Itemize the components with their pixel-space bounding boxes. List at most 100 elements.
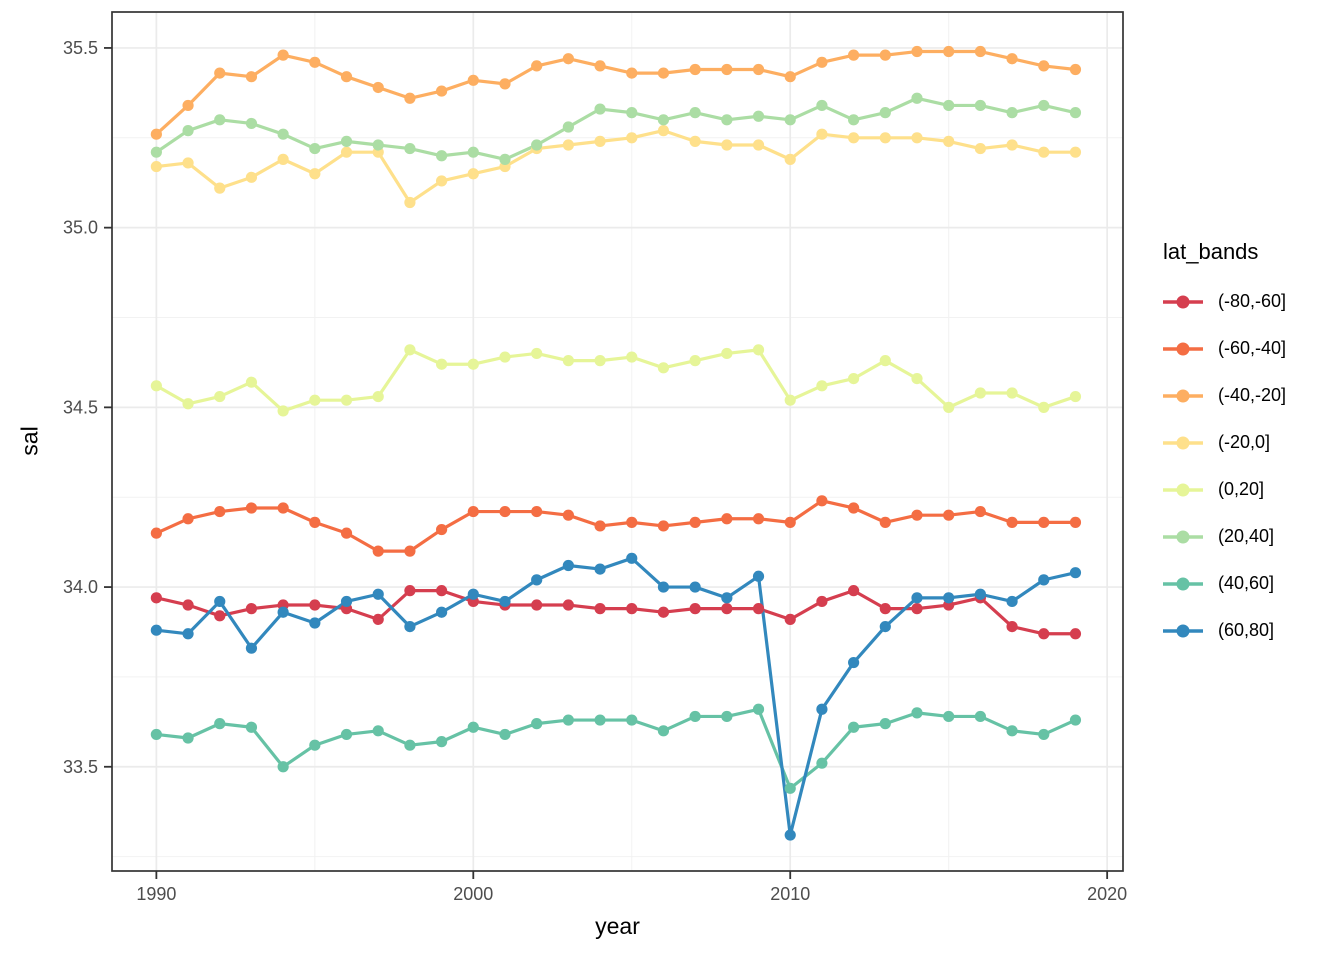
data-point: [911, 92, 923, 104]
data-point: [626, 714, 638, 726]
data-point: [499, 505, 511, 518]
data-point: [309, 394, 321, 406]
legend-item-label: (0,20]: [1218, 479, 1265, 499]
x-tick-label: 2000: [453, 884, 493, 904]
data-point: [626, 107, 638, 119]
data-point: [1069, 107, 1082, 119]
data-point: [499, 153, 511, 165]
data-point: [245, 171, 258, 183]
data-point: [911, 592, 923, 604]
data-point: [467, 505, 479, 518]
panel-border: [111, 11, 1124, 872]
data-point: [436, 585, 448, 597]
data-point: [309, 142, 321, 155]
data-point: [626, 351, 638, 363]
data-point: [848, 132, 860, 144]
data-point: [721, 347, 733, 360]
data-point: [1069, 516, 1082, 528]
data-point: [752, 139, 765, 151]
data-point: [974, 588, 986, 600]
legend-item-2: (-40,-20]: [1163, 372, 1286, 419]
data-point: [784, 153, 796, 165]
data-point: [340, 595, 353, 608]
data-point: [816, 757, 828, 769]
legend-item-label: (-80,-60]: [1218, 291, 1287, 311]
data-point: [879, 620, 891, 633]
data-point: [467, 358, 479, 370]
data-point: [974, 710, 986, 723]
series-line-6: [156, 707, 1077, 790]
data-point: [848, 656, 860, 669]
data-point: [911, 373, 923, 385]
data-point: [404, 620, 416, 633]
data-point: [657, 125, 670, 137]
data-point: [721, 114, 733, 126]
data-point: [721, 592, 733, 604]
data-point: [562, 121, 574, 133]
data-point: [182, 599, 194, 611]
data-point: [689, 107, 701, 119]
data-point: [150, 624, 162, 636]
y-axis-title: sal: [16, 426, 43, 456]
data-point: [340, 135, 353, 147]
data-point: [816, 99, 828, 112]
legend-key-icon: [1163, 624, 1203, 637]
data-point: [689, 355, 701, 367]
data-point: [436, 150, 448, 162]
data-point: [150, 728, 162, 741]
data-point: [657, 67, 670, 79]
data-point: [943, 45, 955, 58]
data-point: [752, 513, 765, 525]
data-point: [721, 710, 733, 723]
data-point: [182, 732, 194, 744]
data-point: [879, 107, 891, 119]
data-point: [784, 782, 796, 794]
data-point: [1069, 63, 1082, 76]
data-point: [848, 585, 860, 597]
legend-title: lat_bands: [1163, 239, 1259, 264]
data-point: [689, 603, 701, 615]
data-point: [182, 157, 194, 169]
data-point: [562, 139, 574, 151]
data-point: [657, 581, 670, 593]
y-tick-label: 34.0: [63, 577, 98, 597]
data-point: [372, 545, 384, 557]
data-point: [911, 132, 923, 144]
data-point: [816, 128, 828, 140]
series-line-3: [156, 129, 1076, 205]
legend-item-label: (-60,-40]: [1218, 338, 1287, 358]
data-point: [562, 355, 574, 367]
data-point: [1006, 620, 1018, 633]
x-tick-label: 2020: [1087, 884, 1127, 904]
data-point: [309, 56, 321, 68]
data-point: [277, 153, 289, 165]
legend-item-3: (-20,0]: [1163, 419, 1286, 466]
data-point: [182, 99, 194, 112]
data-point: [784, 114, 796, 126]
data-point: [974, 505, 986, 518]
legend-item-label: (20,40]: [1218, 526, 1275, 546]
data-point: [309, 739, 321, 751]
data-point: [594, 60, 606, 72]
data-point: [372, 139, 384, 151]
series-line-2: [155, 49, 1076, 136]
legend-item-6: (40,60]: [1163, 560, 1286, 607]
data-point: [721, 63, 733, 76]
legend-item-7: (60,80]: [1163, 607, 1286, 654]
data-point: [245, 603, 258, 615]
series-points-2: [150, 45, 1082, 140]
data-point: [245, 117, 258, 130]
data-point: [626, 552, 638, 564]
data-point: [784, 829, 796, 841]
data-point: [657, 725, 670, 737]
data-point: [214, 718, 226, 730]
data-point: [721, 513, 733, 525]
data-point: [943, 509, 955, 521]
data-point: [689, 710, 701, 723]
data-point: [1038, 516, 1050, 528]
legend-item-label: (-40,-20]: [1218, 385, 1287, 405]
data-point: [721, 139, 733, 151]
data-point: [657, 362, 670, 374]
legend-key-icon: [1163, 342, 1203, 355]
